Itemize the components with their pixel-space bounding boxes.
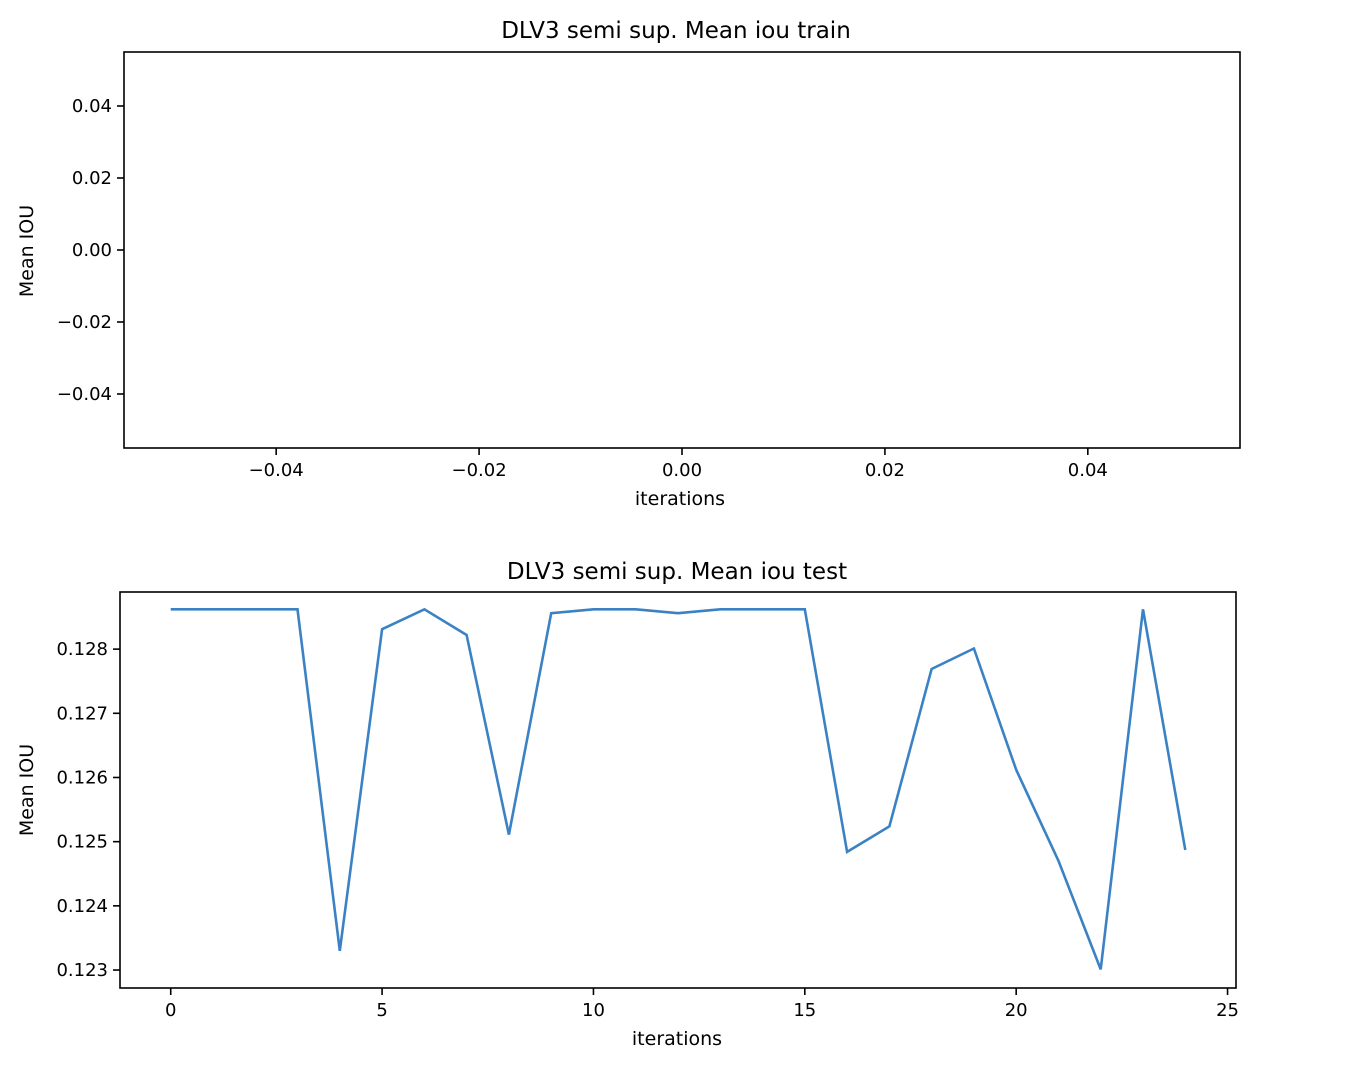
test-x-tick-label: 15 bbox=[793, 1000, 816, 1021]
test-x-tick-label: 10 bbox=[582, 1000, 605, 1021]
test-x-tick-label: 0 bbox=[165, 1000, 176, 1021]
train-x-ticks: −0.04 −0.02 0.00 0.02 0.04 bbox=[249, 448, 1108, 481]
train-y-tick-label: −0.02 bbox=[57, 312, 112, 333]
train-chart-title: DLV3 semi sup. Mean iou train bbox=[501, 18, 851, 44]
test-chart-title: DLV3 semi sup. Mean iou test bbox=[507, 559, 847, 585]
test-y-tick-label: 0.127 bbox=[56, 703, 108, 724]
test-y-tick-label: 0.123 bbox=[56, 960, 108, 981]
test-y-tick-label: 0.126 bbox=[56, 767, 108, 788]
test-x-ticks: 0 5 10 15 20 25 bbox=[165, 988, 1239, 1021]
train-x-tick-label: 0.02 bbox=[865, 460, 905, 481]
train-x-axis-label: iterations bbox=[635, 488, 725, 510]
test-y-tick-label: 0.124 bbox=[56, 896, 108, 917]
test-series-line bbox=[170, 607, 1187, 970]
train-x-tick-label: −0.02 bbox=[452, 460, 507, 481]
train-x-tick-label: 0.04 bbox=[1068, 460, 1108, 481]
test-x-axis-label: iterations bbox=[632, 1028, 722, 1050]
test-y-tick-label: 0.128 bbox=[56, 639, 108, 660]
test-x-tick-label: 20 bbox=[1005, 1000, 1028, 1021]
train-y-tick-label: −0.04 bbox=[57, 384, 112, 405]
test-plot-frame bbox=[119, 591, 1237, 989]
train-y-tick-label: 0.00 bbox=[72, 240, 112, 261]
train-y-tick-label: 0.02 bbox=[72, 168, 112, 189]
train-x-tick-label: 0.00 bbox=[662, 460, 702, 481]
test-y-tick-label: 0.125 bbox=[56, 832, 108, 853]
test-y-ticks: 0.128 0.127 0.126 0.125 0.124 0.123 bbox=[56, 639, 120, 981]
train-axes: DLV3 semi sup. Mean iou train −0.04 −0.02… bbox=[16, 18, 1241, 510]
train-y-axis-label: Mean IOU bbox=[16, 205, 38, 297]
test-axes: DLV3 semi sup. Mean iou test 0 5 10 15 20 25 … bbox=[16, 559, 1239, 1050]
test-x-tick-label: 25 bbox=[1216, 1000, 1239, 1021]
train-y-ticks: 0.04 0.02 0.00 −0.02 −0.04 bbox=[57, 96, 124, 405]
train-x-tick-label: −0.04 bbox=[249, 460, 304, 481]
test-x-tick-label: 5 bbox=[376, 1000, 387, 1021]
test-series-group bbox=[170, 607, 1187, 970]
test-y-axis-label: Mean IOU bbox=[16, 744, 38, 836]
train-plot-frame bbox=[123, 51, 1241, 449]
train-y-tick-label: 0.04 bbox=[72, 96, 112, 117]
